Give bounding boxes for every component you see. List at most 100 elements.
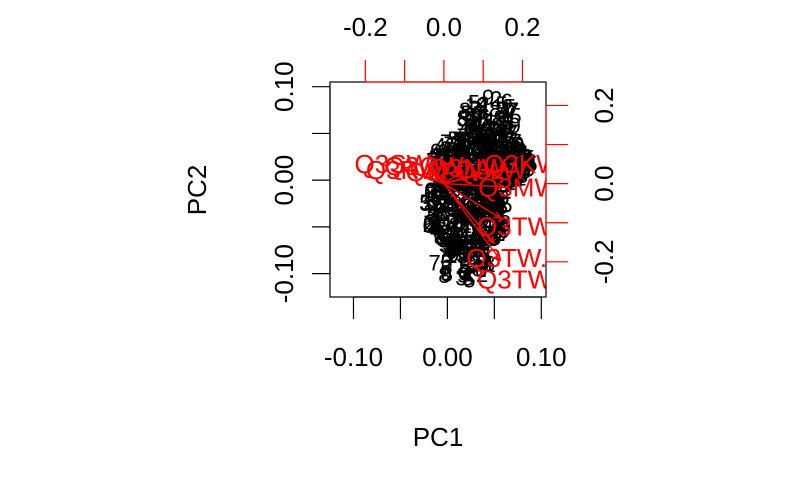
score-point: 5: [483, 200, 495, 225]
score-point: 3: [474, 100, 486, 125]
score-point: 5: [464, 230, 476, 255]
top-tick-label: 0.2: [504, 12, 540, 42]
score-point: 9: [443, 235, 455, 260]
score-point: 5: [502, 141, 514, 166]
score-point: 2: [501, 136, 513, 161]
score-point: 9: [476, 93, 488, 118]
score-point: 4: [487, 126, 499, 151]
score-point: 6: [469, 192, 481, 217]
score-point: 4: [458, 117, 470, 142]
score-point: 9: [510, 157, 522, 182]
score-point: 6: [512, 160, 524, 185]
score-point: 2: [456, 149, 468, 174]
score-point: 6: [488, 171, 500, 196]
score-point: 7: [506, 120, 518, 145]
score-point: 4: [428, 215, 440, 240]
score-point: 9: [512, 132, 524, 157]
score-point: 3: [485, 179, 497, 204]
loading-arrowhead: [493, 253, 502, 262]
score-point: 2: [434, 199, 446, 224]
score-point: 7: [485, 119, 497, 144]
score-point: 2: [462, 237, 474, 262]
score-point: 4: [442, 239, 454, 264]
right-loading-axis: -0.2 0.0 0.2: [545, 87, 619, 284]
score-point: 2: [511, 167, 523, 192]
score-point: 4: [453, 212, 465, 237]
score-point: 1: [475, 125, 487, 150]
score-point: 5: [487, 194, 499, 219]
score-point: 3: [442, 232, 454, 257]
score-point: 1: [497, 144, 509, 169]
score-point: 2: [440, 136, 452, 161]
score-point: 5: [510, 161, 522, 186]
score-point: 6: [471, 257, 483, 282]
score-point: 9: [468, 251, 480, 276]
loading-arrow: [443, 182, 504, 188]
loading-arrow: [443, 183, 502, 261]
loading-arrowhead: [487, 236, 496, 245]
score-point: 1: [489, 169, 501, 194]
score-point: 8: [489, 97, 501, 122]
score-point: 6: [503, 141, 515, 166]
score-point: 2: [444, 236, 456, 261]
score-point: 5: [451, 226, 463, 251]
score-point: 5: [509, 104, 521, 129]
score-point: 9: [478, 144, 490, 169]
score-point: 3: [488, 166, 500, 191]
score-point: 2: [490, 86, 502, 111]
score-point: 5: [454, 143, 466, 168]
score-point: 5: [437, 159, 449, 184]
score-point: 5: [506, 159, 518, 184]
score-point: 7: [430, 195, 442, 220]
score-point: 2: [496, 200, 508, 225]
score-point: 1: [460, 213, 472, 238]
score-point: 7: [445, 234, 457, 259]
score-point: 7: [477, 131, 489, 156]
score-point: 3: [437, 140, 449, 165]
score-point: 4: [489, 144, 501, 169]
score-point: 3: [469, 108, 481, 133]
score-point: 8: [456, 136, 468, 161]
score-point: 4: [485, 169, 497, 194]
score-point: 1: [501, 103, 513, 128]
score-point: 5: [437, 159, 449, 184]
score-point: 5: [488, 149, 500, 174]
score-point: 5: [455, 170, 467, 195]
score-point: 5: [467, 123, 479, 148]
loading-arrow: [443, 183, 495, 244]
score-point: 9: [452, 135, 464, 160]
score-point: 5: [487, 128, 499, 153]
score-point: 7: [506, 128, 518, 153]
x-axis: -0.10 0.00 0.10: [324, 296, 567, 372]
score-point: 8: [434, 208, 446, 233]
score-point: 5: [500, 192, 512, 217]
loading-arrowhead: [493, 211, 502, 219]
score-point: 4: [458, 224, 470, 249]
score-point: 3: [447, 145, 459, 170]
score-point: 5: [479, 244, 491, 269]
score-point: 8: [455, 131, 467, 156]
score-point: 5: [478, 238, 490, 263]
score-point: 1: [503, 165, 515, 190]
score-point: 3: [449, 141, 461, 166]
score-point: 6: [476, 148, 488, 173]
score-point: 9: [450, 131, 462, 156]
score-point: 4: [439, 193, 451, 218]
score-point: 4: [434, 180, 446, 205]
score-point: 2: [423, 212, 435, 237]
score-point: 6: [482, 144, 494, 169]
score-point: 4: [482, 215, 494, 240]
score-point: 5: [505, 162, 517, 187]
score-point: 3: [482, 126, 494, 151]
score-point: 8: [454, 145, 466, 170]
score-point: 7: [453, 150, 465, 175]
score-point: 8: [463, 122, 475, 147]
score-point: 7: [433, 182, 445, 207]
score-point: 6: [437, 140, 449, 165]
score-point: 6: [477, 107, 489, 132]
loading-arrowhead: [455, 170, 465, 178]
loading-arrow: [443, 183, 501, 219]
score-point: 5: [477, 171, 489, 196]
score-point: 4: [451, 138, 463, 163]
score-point: 1: [493, 221, 505, 246]
